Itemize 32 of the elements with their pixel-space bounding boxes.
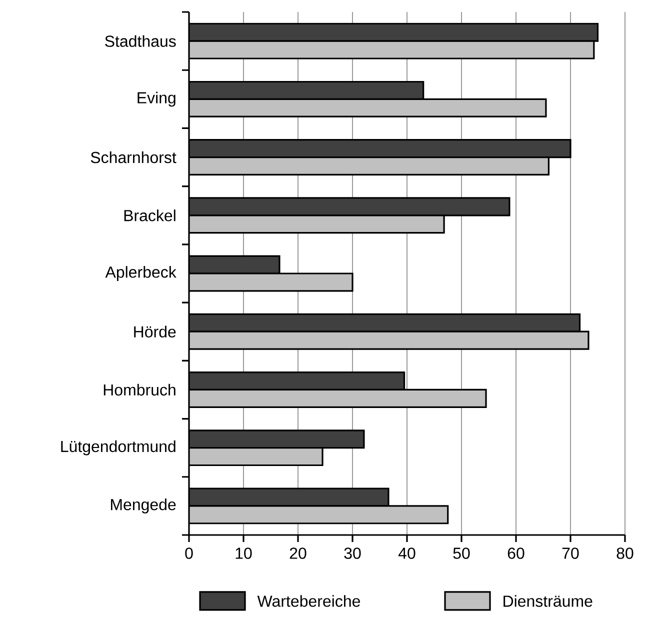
- y-tick-label: Eving: [138, 92, 176, 107]
- y-tick-label: Brackel: [124, 210, 176, 222]
- bar: [189, 505, 449, 524]
- bar: [189, 156, 550, 176]
- bar: [189, 98, 547, 118]
- y-tick-label: Mengede: [111, 498, 176, 514]
- y-tick-label: Aplerbeck: [105, 266, 176, 281]
- y-tick-label: Hombruch: [104, 384, 176, 396]
- bar: [189, 430, 365, 449]
- bar: [189, 214, 445, 234]
- x-tick-label: 30: [344, 548, 361, 559]
- x-tick-label: 40: [398, 548, 416, 559]
- x-tick-label: 60: [508, 548, 524, 559]
- x-tick-label: 20: [290, 548, 306, 559]
- bar: [189, 22, 599, 42]
- x-tick-label: 0: [185, 548, 193, 559]
- y-tick-label: Hörde: [134, 326, 176, 338]
- bar: [189, 371, 406, 391]
- x-tick-label: 80: [616, 548, 634, 559]
- bar: [189, 388, 487, 408]
- bar: [189, 313, 581, 332]
- y-tick-label: Lütgendortmund: [61, 440, 176, 456]
- bar: [189, 139, 572, 158]
- y-tick-label: Scharnhorst: [90, 151, 176, 164]
- bar: [189, 80, 424, 100]
- y-tick-label: Stadthaus: [105, 35, 176, 47]
- x-tick-label: 50: [453, 548, 470, 559]
- bar: [189, 447, 324, 466]
- legend-label: Wartebereiche: [257, 595, 360, 607]
- x-tick-label: 10: [236, 548, 252, 559]
- x-tick-label: 70: [562, 548, 579, 559]
- legend-label: Diensträume: [504, 595, 592, 607]
